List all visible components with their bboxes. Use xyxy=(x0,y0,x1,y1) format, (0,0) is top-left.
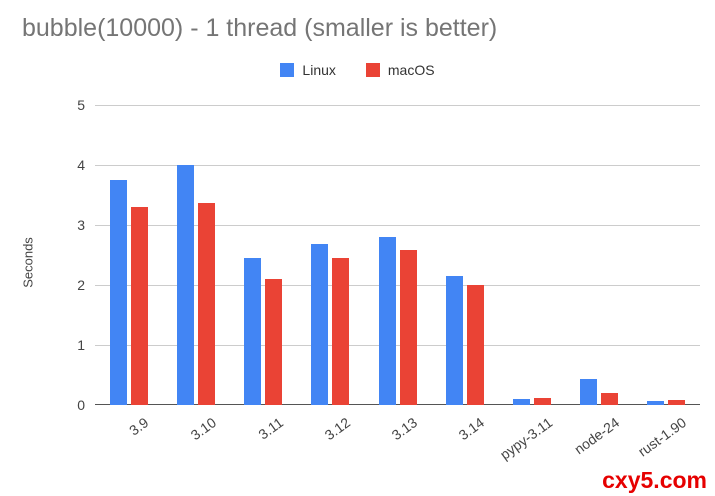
y-axis-tick-label: 0 xyxy=(77,397,85,413)
legend-swatch-linux xyxy=(280,63,295,77)
bar-linux-3.12 xyxy=(311,244,329,405)
y-axis-tick-label: 3 xyxy=(77,217,85,233)
gridline xyxy=(95,285,700,286)
gridline xyxy=(95,225,700,226)
bar-linux-3.11 xyxy=(244,258,262,405)
y-axis-tick-label: 1 xyxy=(77,337,85,353)
bar-linux-3.10 xyxy=(176,165,194,405)
bar-linux-3.14 xyxy=(445,276,463,405)
bar-macos-3.12 xyxy=(332,258,350,405)
gridline xyxy=(95,345,700,346)
bar-linux-rust-1.90 xyxy=(647,401,665,405)
legend-label-macos: macOS xyxy=(387,62,435,78)
bar-macos-3.14 xyxy=(466,285,484,405)
gridline xyxy=(95,105,700,106)
bar-macos-rust-1.90 xyxy=(668,400,686,405)
x-axis-tick-label: 3.9 xyxy=(126,414,152,439)
y-axis-title: Seconds xyxy=(20,237,36,288)
x-axis-baseline xyxy=(95,404,700,405)
gridline xyxy=(95,165,700,166)
legend-swatch-macos xyxy=(365,63,380,77)
legend-item-linux: Linux xyxy=(280,62,336,78)
plot-area: 0 1 2 3 4 5 3.9 3.10 3.11 3.12 3.13 3.14 pypy-3.11 no… xyxy=(77,98,700,463)
watermark-text: cxy5.com xyxy=(602,467,707,493)
bar-macos-3.10 xyxy=(197,202,215,405)
chart-title: bubble(10000) - 1 thread (smaller is bet… xyxy=(22,14,498,42)
bar-linux-pypy-3.11 xyxy=(512,399,530,405)
y-axis-tick-label: 4 xyxy=(77,157,85,173)
legend-label-linux: Linux xyxy=(302,62,336,78)
y-axis-tick-label: 5 xyxy=(77,97,85,113)
x-axis-tick-label: 3.11 xyxy=(255,414,286,443)
bar-macos-pypy-3.11 xyxy=(533,397,551,405)
legend-item-macos: macOS xyxy=(365,62,435,78)
x-axis-tick-label: 3.13 xyxy=(388,414,421,444)
bar-linux-3.9 xyxy=(109,180,127,405)
bar-macos-3.11 xyxy=(265,279,283,405)
bar-macos-3.13 xyxy=(399,250,417,405)
chart-legend: Linux macOS xyxy=(0,62,715,78)
bar-linux-node-24 xyxy=(580,379,598,405)
bar-macos-node-24 xyxy=(601,393,619,405)
x-axis-tick-label: rust-1.90 xyxy=(635,414,690,460)
x-axis-tick-label: node-24 xyxy=(571,414,622,458)
x-axis-tick-label: 3.12 xyxy=(321,414,354,444)
bar-macos-3.9 xyxy=(130,207,148,405)
bar-linux-3.13 xyxy=(378,237,396,405)
x-axis-tick-label: 3.14 xyxy=(456,414,488,444)
y-axis-tick-label: 2 xyxy=(77,277,85,293)
x-axis-tick-label: 3.10 xyxy=(187,414,219,444)
x-axis-tick-label: pypy-3.11 xyxy=(496,414,555,463)
